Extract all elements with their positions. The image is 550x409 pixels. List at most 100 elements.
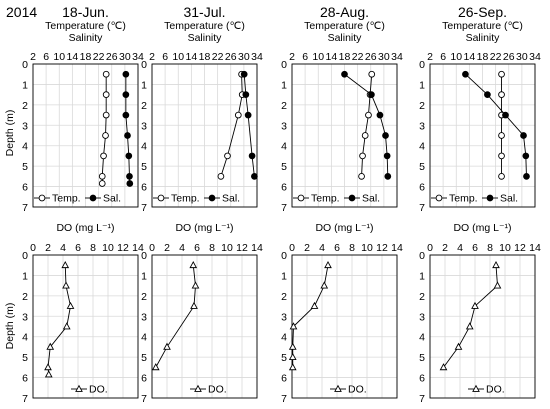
x-tick-label: 0 <box>30 242 36 254</box>
salinity-axis-label: Salinity <box>466 32 501 44</box>
x-tick-label: 18 <box>477 51 489 63</box>
y-tick-label: 4 <box>419 332 425 344</box>
do-axis-label: DO (mg L⁻¹) <box>453 222 511 234</box>
y-tick-label: 5 <box>141 161 147 173</box>
y-tick-label: 7 <box>419 202 425 214</box>
series-line-sal <box>465 73 527 177</box>
data-point <box>248 152 256 160</box>
legend-marker <box>348 194 356 202</box>
chart-panel-upper-3: 2 6 10 14 18 22 26 30 340123456728-Aug.Temperatu… <box>281 4 403 214</box>
series-line-sal <box>125 74 131 184</box>
date-title: 18-Jun. <box>62 4 109 20</box>
chart-panel-upper-1: 2 6 10 14 18 22 26 30 340123456718-Jun.Temperatu… <box>22 4 144 214</box>
x-tick-label: 4 <box>179 242 185 254</box>
y-tick-label: 4 <box>22 332 28 344</box>
plot-frame <box>291 63 398 208</box>
temperature-axis-label: Temperature (℃) <box>164 20 245 32</box>
data-point <box>126 180 134 187</box>
y-tick-label: 3 <box>419 120 425 132</box>
data-point <box>46 342 55 350</box>
temperature-axis-label: Temperature (℃) <box>442 20 523 32</box>
data-point <box>376 111 384 119</box>
data-point <box>368 70 376 78</box>
x-tick-label: 26 <box>503 51 515 63</box>
data-point <box>224 152 231 160</box>
data-point <box>126 173 133 180</box>
legend-label: Sal. <box>222 193 240 205</box>
y-tick-label: 0 <box>419 250 425 262</box>
y-tick-label: 0 <box>141 59 147 71</box>
data-point <box>359 152 366 160</box>
x-tick-label: 4 <box>60 242 66 254</box>
y-tick-label: 1 <box>141 79 147 91</box>
data-point <box>189 260 198 269</box>
data-point <box>471 301 479 309</box>
y-tick-label: 0 <box>281 59 287 71</box>
depth-axis-label-upper: Depth (m) <box>4 110 16 157</box>
y-tick-label: 6 <box>281 373 287 385</box>
data-point <box>520 132 527 139</box>
legend-marker <box>75 384 83 392</box>
x-tick-label: 4 <box>319 242 325 254</box>
y-tick-label: 4 <box>281 141 287 153</box>
x-tick-label: 34 <box>391 51 403 63</box>
plot-frame <box>429 63 536 208</box>
y-tick-label: 1 <box>281 270 287 282</box>
y-tick-label: 6 <box>281 182 287 194</box>
data-point <box>102 91 110 98</box>
salinity-axis-label: Salinity <box>69 32 104 44</box>
y-tick-label: 3 <box>22 120 28 132</box>
data-point <box>439 363 448 371</box>
data-point <box>498 91 505 98</box>
x-tick-label: 8 <box>487 242 493 254</box>
x-tick-label: 14 <box>391 242 403 254</box>
legend-marker <box>157 194 165 202</box>
plot-frame <box>291 254 398 399</box>
data-point <box>288 352 297 360</box>
data-point <box>61 260 70 269</box>
x-tick-label: 6 <box>75 242 81 254</box>
data-point <box>102 70 110 78</box>
data-point <box>382 132 389 139</box>
legend-marker <box>38 194 46 202</box>
y-tick-label: 4 <box>22 141 28 153</box>
x-tick-label: 2 <box>304 242 310 254</box>
x-tick-label: 0 <box>427 242 433 254</box>
legend-label: Temp. <box>449 193 478 205</box>
y-tick-label: 0 <box>22 59 28 71</box>
legend-marker <box>208 194 216 202</box>
x-tick-label: 2 <box>427 51 433 63</box>
x-tick-label: 14 <box>464 51 476 63</box>
legend-label: Sal. <box>500 193 518 205</box>
x-tick-label: 18 <box>80 51 92 63</box>
x-tick-label: 6 <box>43 51 49 63</box>
y-tick-label: 2 <box>141 100 147 112</box>
y-tick-label: 5 <box>281 161 287 173</box>
y-tick-label: 6 <box>419 182 425 194</box>
date-title: 31-Jul. <box>183 4 225 20</box>
data-point <box>44 363 52 371</box>
data-point <box>191 281 200 289</box>
date-title: 26-Sep. <box>458 4 507 20</box>
salinity-axis-label: Salinity <box>188 32 223 44</box>
x-tick-label: 30 <box>378 51 390 63</box>
data-point <box>122 111 130 119</box>
x-tick-label: 14 <box>132 242 144 254</box>
data-point <box>523 173 530 180</box>
data-point <box>522 152 530 160</box>
x-tick-label: 26 <box>365 51 377 63</box>
y-tick-label: 6 <box>141 182 147 194</box>
data-point <box>368 91 375 98</box>
data-point <box>102 111 110 119</box>
x-tick-label: 10 <box>361 242 373 254</box>
y-tick-label: 4 <box>141 332 147 344</box>
data-point <box>462 70 469 78</box>
y-tick-label: 2 <box>419 100 425 112</box>
y-tick-label: 7 <box>281 202 287 214</box>
year-label: 2014 <box>6 4 37 20</box>
data-point <box>163 342 171 350</box>
y-tick-label: 3 <box>419 311 425 323</box>
legend-label: DO. <box>486 384 505 396</box>
legend-marker <box>89 194 97 202</box>
x-tick-label: 2 <box>289 51 295 63</box>
